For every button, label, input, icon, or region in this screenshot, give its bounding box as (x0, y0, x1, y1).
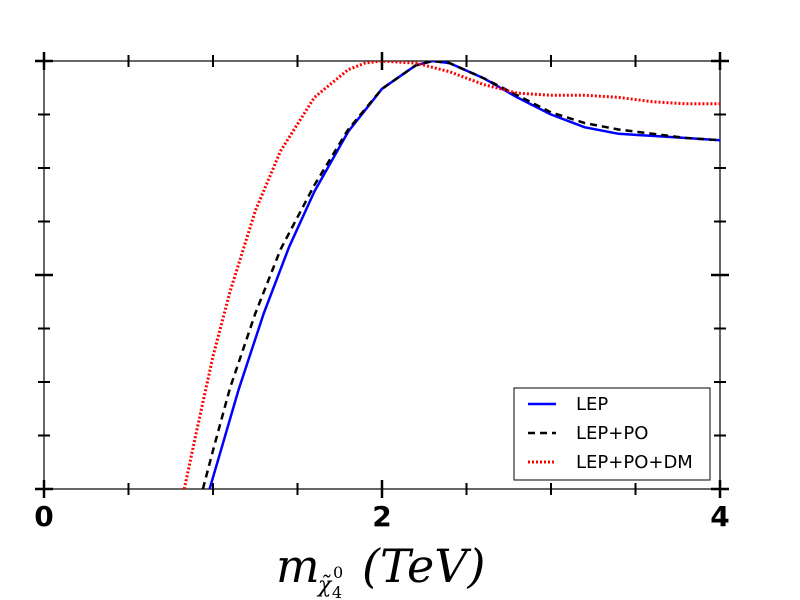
x-axis-label-base: m (276, 539, 320, 593)
x-axis-label-unit: (TeV) (362, 539, 485, 593)
x-axis-label-sub-superscript: 0 (333, 563, 343, 582)
legend-label: LEP+PO+DM (576, 452, 693, 473)
x-tick-label: 2 (372, 500, 391, 533)
x-tick-label: 4 (710, 500, 729, 533)
series-line-1 (208, 61, 720, 489)
x-axis-label-sub-index: 4 (332, 583, 342, 600)
legend-label: LEP+PO (576, 423, 648, 444)
series-line-2 (201, 61, 720, 489)
x-axis-label-sub: χ̃ (316, 573, 333, 598)
legend-label: LEP (576, 394, 608, 415)
x-tick-label: 0 (34, 500, 53, 533)
series-line-3 (182, 61, 720, 489)
